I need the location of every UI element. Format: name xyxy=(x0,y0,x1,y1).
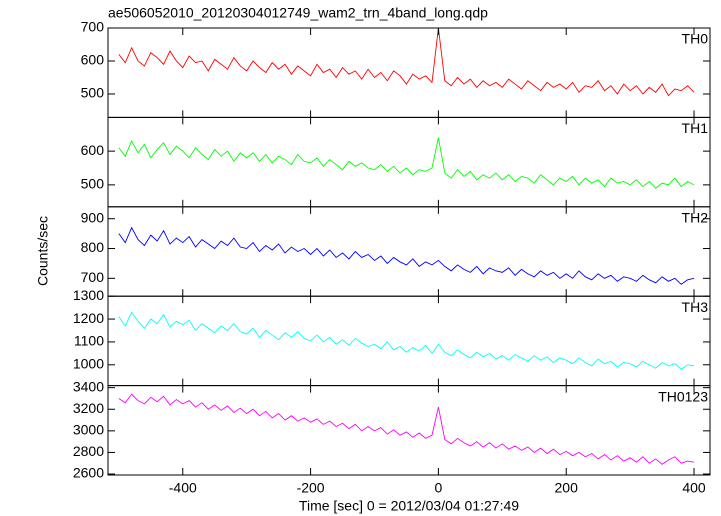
y-tick-label: 3000 xyxy=(73,422,104,438)
chart-title: ae506052010_20120304012749_wam2_trn_4ban… xyxy=(108,5,488,21)
y-axis-label: Counts/sec xyxy=(35,216,51,286)
y-tick-label: 600 xyxy=(81,52,105,68)
panel-label: TH3 xyxy=(682,299,709,315)
panel-frame xyxy=(107,206,711,297)
y-tick-label: 700 xyxy=(81,269,105,285)
panel-label: TH1 xyxy=(682,120,709,136)
x-tick-label: 0 xyxy=(434,480,442,496)
panel-label: TH0 xyxy=(682,31,709,47)
y-tick-label: 1000 xyxy=(73,355,104,371)
data-line xyxy=(118,137,695,189)
panel-frame xyxy=(107,116,711,208)
y-tick-label: 800 xyxy=(81,239,105,255)
x-tick-label: -200 xyxy=(297,480,325,496)
x-tick-label: -400 xyxy=(169,480,197,496)
x-axis-label: Time [sec] 0 = 2012/03/04 01:27:49 xyxy=(299,498,519,514)
y-tick-label: 3400 xyxy=(73,378,104,394)
y-tick-label: 2600 xyxy=(73,465,104,481)
data-line xyxy=(118,226,695,285)
y-tick-label: 2800 xyxy=(73,443,104,459)
y-tick-label: 700 xyxy=(81,19,105,35)
y-tick-label: 1300 xyxy=(73,287,104,303)
data-line xyxy=(118,393,695,465)
y-tick-label: 1200 xyxy=(73,310,104,326)
y-tick-label: 600 xyxy=(81,142,105,158)
x-tick-label: 200 xyxy=(555,480,579,496)
y-tick-label: 3200 xyxy=(73,400,104,416)
data-line xyxy=(118,28,695,97)
panel-frame xyxy=(107,27,711,118)
y-tick-label: 1100 xyxy=(74,333,104,349)
y-tick-label: 500 xyxy=(81,176,105,192)
y-tick-label: 900 xyxy=(81,209,105,225)
x-tick-label: 400 xyxy=(682,480,706,496)
data-line xyxy=(118,311,695,370)
panel-label: TH0123 xyxy=(658,388,708,404)
y-tick-label: 500 xyxy=(81,85,105,101)
panel-frame xyxy=(107,295,711,387)
panel-frame xyxy=(107,385,711,476)
panel-label: TH2 xyxy=(682,210,709,226)
